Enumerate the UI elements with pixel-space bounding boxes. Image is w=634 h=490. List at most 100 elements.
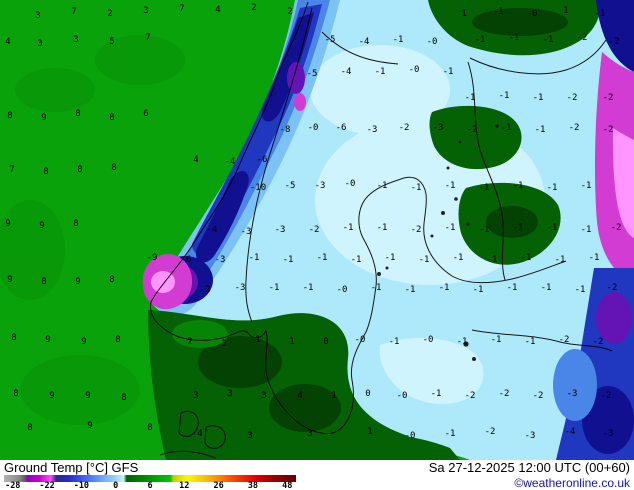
temperature-value: -1: [377, 181, 388, 191]
temperature-value: -1: [479, 225, 490, 235]
temperature-value: -2: [593, 337, 604, 347]
temperature-value: -3: [567, 389, 578, 399]
temperature-value: -1: [541, 283, 552, 293]
temperature-value: -1: [479, 183, 490, 193]
temperature-value: -1: [499, 91, 510, 101]
colorbar-tick: 26: [213, 481, 224, 490]
temperature-value: 1: [255, 335, 260, 345]
temperature-value: 8: [73, 219, 78, 229]
temperature-value: -3: [235, 283, 246, 293]
temperature-value: 1: [289, 337, 294, 347]
temperature-value: -1: [445, 223, 456, 233]
temperature-value: -0: [345, 179, 356, 189]
temperature-value: -2: [200, 285, 211, 295]
temperature-value: 1: [563, 6, 568, 16]
temperature-value: -1: [453, 253, 464, 263]
temperature-value: -1: [419, 255, 430, 265]
temperature-value: 8: [43, 167, 48, 177]
temperature-value: -1: [457, 337, 468, 347]
temperature-value: 2: [251, 3, 256, 13]
temperature-value: 8: [111, 163, 116, 173]
temperature-value: -1: [343, 223, 354, 233]
temperature-value: -1: [465, 93, 476, 103]
temperature-value: -8: [280, 125, 291, 135]
temperature-value: -0: [427, 37, 438, 47]
temperature-value: -2: [467, 125, 478, 135]
temperature-value: 9: [85, 391, 90, 401]
temperature-value: 2: [287, 7, 292, 17]
temperature-value: -3: [315, 181, 326, 191]
colorbar-tick: 0: [113, 481, 119, 490]
colorbar-tick: 6: [147, 481, 153, 490]
temperature-value: -1: [439, 283, 450, 293]
temperature-value: 1: [367, 427, 372, 437]
temperature-value: -2: [567, 93, 578, 103]
temperature-value: -1: [487, 255, 498, 265]
temperature-value: -1: [535, 125, 546, 135]
lakes-and-islands: [377, 124, 499, 361]
temperature-value: -2: [603, 93, 614, 103]
temperature-value: 3: [73, 35, 78, 45]
temperature-value: -3: [603, 429, 614, 439]
temperature-value: -1: [393, 35, 404, 45]
temperature-value: -5: [307, 69, 318, 79]
temperature-value: -1: [575, 285, 586, 295]
temperature-value: -0: [409, 65, 420, 75]
temperature-value: -1: [581, 181, 592, 191]
temperature-value: 8: [7, 111, 12, 121]
temperature-value: -0: [405, 431, 416, 441]
colorbar-tick: 12: [179, 481, 190, 490]
temperature-value: -2: [601, 391, 612, 401]
copyright-link[interactable]: ©weatheronline.co.uk: [514, 476, 630, 490]
temperature-value: -10: [250, 183, 266, 193]
temperature-value: -4: [225, 157, 236, 167]
temperature-value: -2: [533, 391, 544, 401]
temperature-value: 9: [75, 277, 80, 287]
temperature-value: 3: [307, 429, 312, 439]
temperature-value: -3: [215, 255, 226, 265]
temperature-value: 9: [45, 335, 50, 345]
temperature-value: -9: [147, 253, 158, 263]
temperature-value: -1: [547, 223, 558, 233]
temperature-value: -1: [493, 7, 504, 17]
temperature-value: -2: [569, 123, 580, 133]
temperature-value: -2: [609, 37, 620, 47]
temperature-value: -6: [257, 155, 268, 165]
map-canvas: 3 7 2 3 7 4 2 2 1 -1 -0 1 -1 4 3 3 5 7 -5 -4 -1 -0 -1 -1 -1 -2 -2 -…: [0, 0, 634, 460]
temperature-value: -1: [351, 255, 362, 265]
temperature-value: -3: [525, 431, 536, 441]
temperature-value: -4: [341, 67, 352, 77]
temperature-value: 0: [365, 389, 370, 399]
temperature-value: 8: [109, 275, 114, 285]
temperature-value: -1: [303, 283, 314, 293]
temperature-value: -1: [543, 35, 554, 45]
temperature-value: -1: [555, 255, 566, 265]
temperature-value: 4: [5, 37, 10, 47]
temperature-value: -0: [337, 285, 348, 295]
temperature-value: 6: [143, 109, 148, 119]
temperature-value: 7: [179, 4, 184, 14]
temperature-value: -1: [283, 255, 294, 265]
temperature-value: 3: [247, 431, 252, 441]
temperature-value: -4: [359, 37, 370, 47]
temperature-value: -1: [501, 123, 512, 133]
temperature-value: -1: [389, 337, 400, 347]
temperature-value: -1: [509, 33, 520, 43]
temperature-value: -2: [485, 427, 496, 437]
temperature-value: -0: [308, 123, 319, 133]
temperature-value: -2: [399, 123, 410, 133]
temperature-value: -1: [377, 223, 388, 233]
temperature-value: 8: [11, 333, 16, 343]
temperature-value: 3: [37, 39, 42, 49]
temperature-value: -0: [527, 9, 538, 19]
temperature-value: -1: [533, 93, 544, 103]
temperature-value: -1: [269, 283, 280, 293]
temperature-value: -2: [465, 391, 476, 401]
coastlines: [149, 1, 613, 459]
temperature-value: 9: [5, 219, 10, 229]
temperature-value: 8: [121, 393, 126, 403]
temperature-value: 8: [109, 113, 114, 123]
temperature-value: 9: [87, 421, 92, 431]
temperature-value: 0: [323, 337, 328, 347]
temperature-value: 9: [7, 275, 12, 285]
